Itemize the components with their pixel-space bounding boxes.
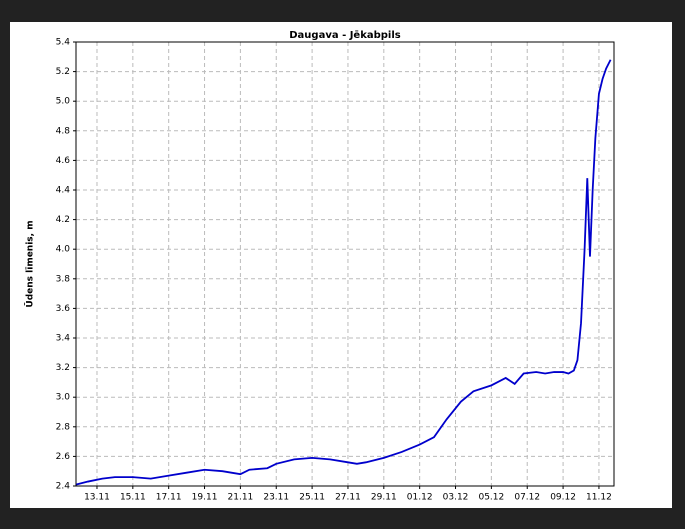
x-tick-label: 21.11	[228, 493, 254, 503]
x-tick-label: 27.11	[335, 493, 361, 503]
y-tick-label: 5.2	[56, 67, 70, 77]
x-tick-label: 19.11	[192, 493, 218, 503]
data-line	[76, 59, 612, 486]
x-tick-label: 03.12	[443, 493, 469, 503]
panel	[10, 22, 672, 508]
y-tick-label: 3.8	[56, 274, 71, 284]
x-tick-label: 09.12	[550, 493, 576, 503]
plot-frame	[75, 41, 615, 487]
chart-title: Daugava - Jēkabpils	[289, 30, 401, 41]
x-tick-label: 13.11	[84, 493, 110, 503]
x-tick-label: 01.12	[407, 493, 433, 503]
y-tick-label: 4.2	[56, 215, 70, 225]
y-tick-label: 2.8	[56, 422, 71, 432]
y-tick-label: 4.4	[56, 186, 71, 196]
y-tick-label: 3.4	[56, 334, 71, 344]
y-tick-label: 4.6	[56, 156, 71, 166]
x-tick-label: 23.11	[263, 493, 289, 503]
y-tick-label: 3.2	[56, 363, 70, 373]
y-tick-label: 2.4	[56, 482, 71, 492]
y-tick-label: 5.0	[56, 97, 71, 107]
y-axis-label: Ūdens līmenis, m	[25, 220, 36, 307]
x-tick-label: 17.11	[156, 493, 182, 503]
y-tick-label: 4.0	[56, 245, 71, 255]
x-tick-label: 07.12	[514, 493, 540, 503]
y-tick-label: 3.6	[56, 304, 71, 314]
x-tick-label: 11.12	[586, 493, 612, 503]
x-tick-label: 05.12	[478, 493, 504, 503]
y-tick-label: 2.6	[56, 452, 71, 462]
x-tick-label: 25.11	[299, 493, 325, 503]
y-tick-label: 4.8	[56, 126, 71, 136]
y-tick-label: 5.4	[56, 38, 71, 48]
x-tick-label: 15.11	[120, 493, 146, 503]
y-tick-label: 3.0	[56, 393, 71, 403]
x-tick-label: 29.11	[371, 493, 397, 503]
